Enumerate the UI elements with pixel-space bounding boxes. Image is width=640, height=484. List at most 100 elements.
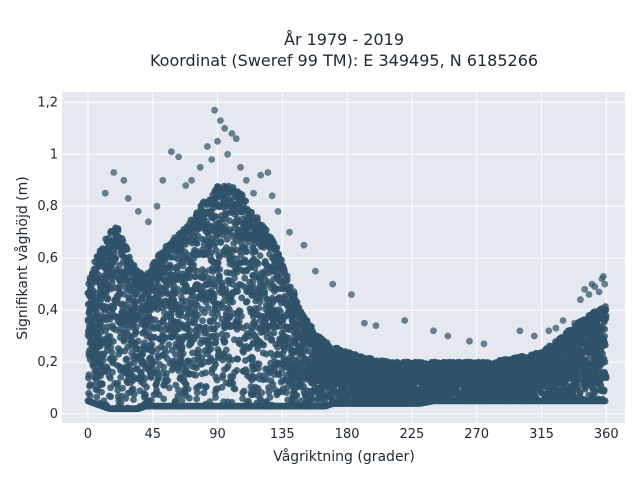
data-point xyxy=(231,263,238,270)
data-point xyxy=(602,373,609,380)
data-point xyxy=(224,236,231,243)
data-point xyxy=(89,323,96,330)
data-point xyxy=(188,261,195,268)
data-point xyxy=(272,307,279,314)
data-point xyxy=(133,324,140,331)
data-point xyxy=(143,384,150,391)
data-point xyxy=(213,247,220,254)
data-point xyxy=(179,391,186,398)
data-point xyxy=(248,383,255,390)
data-point xyxy=(233,318,240,325)
data-point xyxy=(101,306,108,313)
data-point xyxy=(159,369,166,376)
data-point xyxy=(97,318,104,325)
data-point xyxy=(166,341,173,348)
data-point xyxy=(272,359,279,366)
data-point xyxy=(194,294,201,301)
data-point xyxy=(222,353,229,360)
data-point xyxy=(199,317,206,324)
data-point xyxy=(304,376,311,383)
data-point xyxy=(208,257,215,264)
data-point xyxy=(186,371,193,378)
data-point xyxy=(85,374,92,381)
data-point xyxy=(226,217,233,224)
data-point xyxy=(179,270,186,277)
data-point xyxy=(295,367,302,374)
data-point xyxy=(298,383,305,390)
data-point xyxy=(94,302,101,309)
data-point xyxy=(134,365,141,372)
data-point xyxy=(237,308,244,315)
data-point xyxy=(215,306,222,313)
data-point xyxy=(263,277,270,284)
data-point xyxy=(576,335,583,342)
data-point xyxy=(242,357,249,364)
data-point xyxy=(185,386,192,393)
data-point xyxy=(590,387,597,394)
data-point xyxy=(178,294,185,301)
data-point xyxy=(169,358,176,365)
data-point xyxy=(191,357,198,364)
data-point xyxy=(276,371,283,378)
data-point xyxy=(118,393,125,400)
data-point xyxy=(247,374,254,381)
data-point xyxy=(185,267,192,274)
data-point xyxy=(208,325,215,332)
data-point xyxy=(236,340,243,347)
data-point xyxy=(272,341,279,348)
data-point xyxy=(561,349,568,356)
data-point xyxy=(121,338,128,345)
data-point xyxy=(230,240,237,247)
data-point xyxy=(207,281,214,288)
data-point xyxy=(137,387,144,394)
data-point xyxy=(223,211,230,218)
data-point xyxy=(229,254,236,261)
data-point xyxy=(249,362,256,369)
data-point xyxy=(270,276,277,283)
data-point xyxy=(162,349,169,356)
data-point xyxy=(261,328,268,335)
data-point xyxy=(93,308,100,315)
data-point xyxy=(216,273,223,280)
data-point xyxy=(584,348,591,355)
data-point xyxy=(287,370,294,377)
data-point xyxy=(107,333,114,340)
data-point xyxy=(283,323,290,330)
data-point xyxy=(479,371,486,378)
data-point xyxy=(233,285,240,292)
data-point xyxy=(494,384,501,391)
data-point xyxy=(326,392,333,399)
data-point xyxy=(178,353,185,360)
data-point xyxy=(536,381,543,388)
data-point xyxy=(227,246,234,253)
data-point xyxy=(86,308,93,315)
data-point xyxy=(90,333,97,340)
data-point xyxy=(451,372,458,379)
data-point xyxy=(197,340,204,347)
data-point xyxy=(315,385,322,392)
data-point xyxy=(209,366,216,373)
data-point xyxy=(284,384,291,391)
data-point xyxy=(305,340,312,347)
data-point xyxy=(198,272,205,279)
data-point xyxy=(324,354,331,361)
data-point xyxy=(169,333,176,340)
data-point xyxy=(301,368,308,375)
data-point xyxy=(153,381,160,388)
data-point xyxy=(168,304,175,311)
data-point xyxy=(222,223,229,230)
data-point xyxy=(185,358,192,365)
data-point xyxy=(575,354,582,361)
data-point xyxy=(422,393,429,400)
data-point xyxy=(121,348,128,355)
data-point xyxy=(305,348,312,355)
data-point xyxy=(265,370,272,377)
data-point xyxy=(130,396,137,403)
data-point xyxy=(127,304,134,311)
data-point xyxy=(430,377,437,384)
data-point xyxy=(249,390,256,397)
data-point xyxy=(195,350,202,357)
data-point xyxy=(265,309,272,316)
data-point xyxy=(124,379,131,386)
data-point xyxy=(591,338,598,345)
